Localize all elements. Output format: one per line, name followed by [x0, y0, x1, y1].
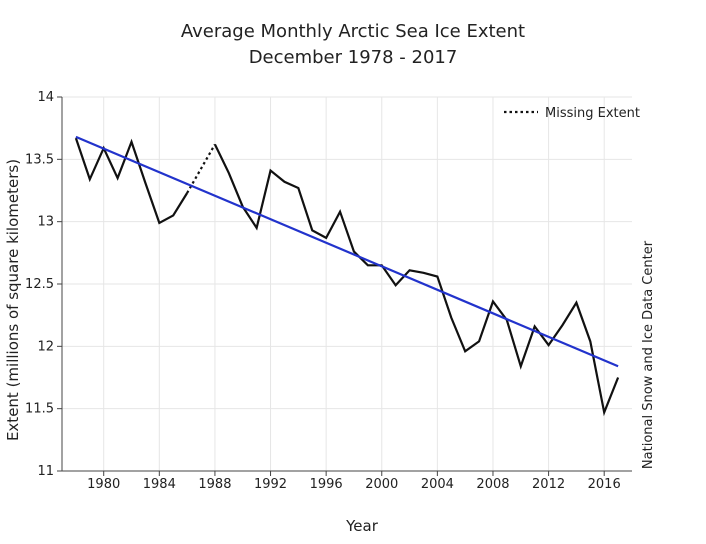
x-tick-label: 1980	[87, 477, 120, 492]
y-tick-label: 11	[37, 464, 54, 479]
missing-extent-line	[186, 143, 216, 194]
y-tick-label: 13.5	[25, 152, 54, 167]
x-tick-label: 2012	[532, 477, 565, 492]
y-tick-label: 11.5	[25, 402, 54, 417]
y-tick-label: 14	[37, 90, 54, 105]
x-tick-label: 1988	[198, 477, 231, 492]
y-tick-label: 12	[37, 339, 54, 354]
y-tick-label: 12.5	[25, 277, 54, 292]
legend-missing-label: Missing Extent	[545, 106, 640, 121]
data-source-credit: National Snow and Ice Data Center	[641, 240, 656, 469]
trend-line	[75, 135, 619, 368]
chart-title: Average Monthly Arctic Sea Ice Extent	[180, 21, 526, 42]
x-tick-label: 2004	[421, 477, 454, 492]
x-tick-label: 2000	[365, 477, 398, 492]
x-tick-label: 1996	[310, 477, 343, 492]
x-axis-label: Year	[345, 517, 379, 535]
extent-line-segment-1	[74, 137, 189, 225]
y-axis-label: Extent (millions of square kilometers)	[4, 159, 22, 441]
x-tick-label: 2008	[476, 477, 509, 492]
x-tick-label: 1992	[254, 477, 287, 492]
y-tick-label: 13	[37, 215, 54, 230]
x-tick-label: 2016	[588, 477, 621, 492]
x-tick-label: 1984	[143, 477, 176, 492]
extent-line-segment-2	[213, 143, 620, 417]
chart-subtitle: December 1978 - 2017	[248, 47, 458, 68]
